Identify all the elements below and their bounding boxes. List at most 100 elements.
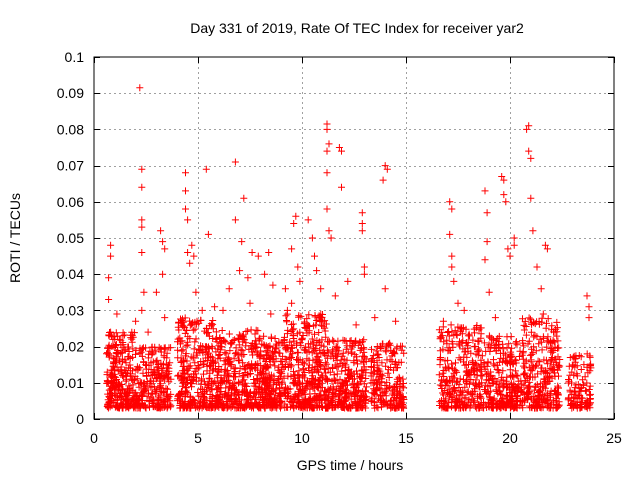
data-point bbox=[240, 376, 248, 384]
x-tick-label: 25 bbox=[606, 430, 622, 446]
data-point bbox=[254, 252, 262, 260]
data-point bbox=[531, 331, 539, 339]
data-point bbox=[133, 401, 141, 409]
data-point bbox=[540, 368, 548, 376]
data-point bbox=[360, 263, 368, 271]
data-point bbox=[577, 366, 585, 373]
data-point bbox=[226, 347, 234, 355]
x-tick-labels: 0 5 10 15 20 25 bbox=[90, 430, 622, 446]
data-point bbox=[227, 361, 235, 368]
data-point bbox=[271, 335, 279, 342]
data-point bbox=[357, 378, 365, 386]
data-point bbox=[158, 365, 166, 372]
data-point bbox=[440, 373, 448, 380]
data-point bbox=[341, 367, 349, 374]
data-point bbox=[512, 338, 520, 346]
data-point bbox=[274, 366, 282, 374]
y-tick-label: 0.08 bbox=[57, 121, 84, 137]
data-point bbox=[179, 315, 186, 323]
data-point bbox=[464, 342, 471, 350]
data-point bbox=[452, 402, 460, 410]
data-point bbox=[188, 401, 196, 409]
data-point bbox=[474, 338, 482, 345]
data-point bbox=[240, 194, 248, 202]
data-point bbox=[198, 375, 206, 383]
data-point bbox=[300, 402, 308, 410]
data-point bbox=[193, 351, 201, 359]
data-point bbox=[322, 374, 330, 382]
data-point bbox=[503, 333, 511, 341]
data-point bbox=[587, 390, 594, 398]
data-point bbox=[304, 381, 312, 389]
data-point bbox=[538, 314, 546, 322]
data-point bbox=[480, 339, 488, 347]
data-point bbox=[231, 216, 239, 224]
data-point bbox=[543, 245, 551, 253]
data-point bbox=[334, 337, 342, 345]
y-tick-label: 0 bbox=[76, 411, 84, 427]
data-point bbox=[469, 360, 477, 368]
data-point bbox=[151, 343, 159, 351]
data-point bbox=[235, 370, 243, 378]
data-point bbox=[251, 400, 259, 408]
data-point bbox=[182, 342, 190, 350]
data-point bbox=[149, 371, 157, 379]
data-point bbox=[541, 241, 549, 249]
data-point bbox=[246, 299, 254, 307]
data-point bbox=[267, 333, 275, 341]
data-point bbox=[392, 317, 400, 325]
data-point bbox=[451, 327, 459, 335]
data-point bbox=[454, 299, 462, 307]
data-point bbox=[206, 401, 214, 409]
data-point bbox=[165, 378, 173, 386]
data-point bbox=[586, 361, 594, 369]
data-point bbox=[533, 381, 541, 389]
data-point bbox=[533, 333, 541, 341]
data-point bbox=[536, 358, 544, 366]
data-point bbox=[475, 381, 483, 389]
data-point bbox=[506, 252, 514, 260]
data-point bbox=[510, 373, 518, 381]
data-point bbox=[278, 378, 286, 386]
data-point bbox=[119, 332, 127, 340]
data-point bbox=[105, 296, 113, 303]
data-point bbox=[329, 346, 337, 354]
data-point bbox=[551, 372, 559, 380]
data-point bbox=[313, 267, 321, 275]
data-point bbox=[496, 388, 504, 396]
data-point bbox=[377, 371, 385, 379]
data-point bbox=[291, 371, 299, 379]
data-point bbox=[450, 277, 458, 285]
data-point bbox=[451, 403, 459, 411]
data-point bbox=[238, 238, 246, 246]
data-point bbox=[244, 371, 252, 379]
data-point bbox=[499, 367, 507, 375]
data-point bbox=[163, 354, 171, 362]
data-point bbox=[467, 390, 475, 398]
data-point bbox=[299, 358, 307, 366]
data-point bbox=[525, 378, 533, 386]
data-point bbox=[206, 363, 214, 371]
data-point bbox=[153, 356, 161, 364]
data-point bbox=[341, 388, 349, 396]
data-point bbox=[581, 373, 589, 381]
data-point bbox=[297, 341, 305, 349]
data-point bbox=[188, 241, 196, 249]
data-point bbox=[199, 401, 207, 409]
data-point bbox=[107, 241, 115, 249]
data-point bbox=[464, 332, 472, 340]
data-point bbox=[350, 357, 358, 365]
data-point bbox=[286, 360, 294, 368]
data-point bbox=[208, 344, 216, 352]
data-point bbox=[256, 354, 264, 362]
data-point bbox=[565, 376, 572, 383]
data-point bbox=[358, 209, 366, 217]
data-point bbox=[255, 403, 263, 410]
data-point bbox=[548, 354, 556, 361]
data-point bbox=[288, 398, 296, 406]
data-point bbox=[436, 398, 444, 406]
data-point bbox=[323, 125, 331, 133]
data-point bbox=[107, 252, 115, 260]
data-point bbox=[347, 395, 355, 403]
data-point bbox=[224, 354, 232, 362]
